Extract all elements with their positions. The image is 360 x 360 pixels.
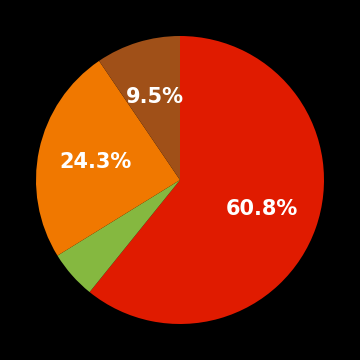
Wedge shape bbox=[90, 36, 324, 324]
Wedge shape bbox=[99, 36, 180, 180]
Wedge shape bbox=[58, 180, 180, 292]
Wedge shape bbox=[36, 61, 180, 256]
Text: 24.3%: 24.3% bbox=[59, 152, 132, 172]
Text: 9.5%: 9.5% bbox=[126, 87, 184, 107]
Text: 60.8%: 60.8% bbox=[225, 199, 298, 219]
